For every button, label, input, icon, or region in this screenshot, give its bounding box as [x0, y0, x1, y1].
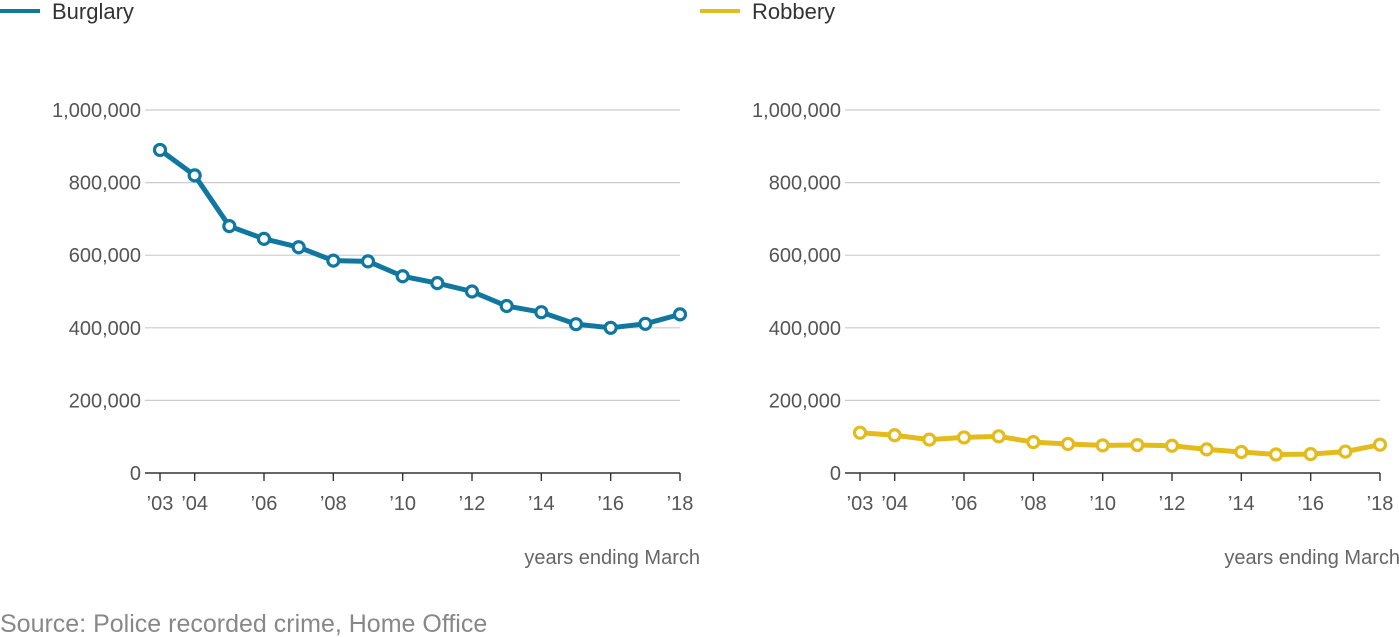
- burglary-point: [568, 317, 584, 332]
- x-tick-label: ’04: [181, 493, 208, 515]
- y-tick-label: 400,000: [69, 318, 141, 340]
- robbery-legend-label: Robbery: [752, 0, 835, 24]
- y-tick-label: 400,000: [769, 318, 841, 340]
- burglary-point: [152, 142, 168, 158]
- robbery-point: [1060, 436, 1076, 452]
- robbery-point: [1338, 444, 1353, 459]
- x-tick-label: ’12: [459, 493, 486, 515]
- burglary-point: [187, 168, 202, 183]
- x-tick-label: ’18: [1367, 493, 1394, 515]
- burglary-series-line: [157, 147, 683, 331]
- robbery-point: [991, 429, 1006, 444]
- robbery-point: [1372, 437, 1388, 452]
- x-tick-label: ’16: [1297, 493, 1324, 515]
- burglary-point: [603, 320, 618, 335]
- robbery-point: [852, 425, 868, 440]
- burglary-point: [499, 298, 514, 314]
- x-axis-label: years ending March: [524, 547, 700, 569]
- robbery-point: [922, 432, 937, 447]
- robbery-point: [1164, 438, 1180, 453]
- x-tick-label: ’04: [881, 493, 908, 515]
- burglary-point: [222, 219, 237, 234]
- robbery-point: [1026, 435, 1041, 450]
- y-tick-label: 800,000: [769, 173, 841, 195]
- y-tick-label: 800,000: [69, 173, 141, 195]
- y-tick-label: 0: [830, 463, 841, 485]
- burglary-point: [672, 307, 688, 322]
- x-tick-label: ’16: [597, 493, 624, 515]
- y-tick-label: 0: [130, 463, 141, 485]
- x-tick-label: ’06: [951, 493, 978, 515]
- burglary-point: [395, 269, 410, 284]
- x-tick-label: ’10: [1089, 493, 1116, 515]
- robbery-point: [1268, 447, 1284, 462]
- burglary-point: [360, 254, 376, 269]
- burglary-point: [430, 276, 445, 291]
- robbery-point: [1234, 444, 1249, 460]
- x-tick-label: ’06: [251, 493, 278, 515]
- x-tick-label: ’08: [320, 493, 347, 515]
- x-tick-label: ’14: [528, 493, 555, 515]
- robbery-point: [1130, 437, 1145, 453]
- x-tick-label: ’10: [389, 493, 416, 515]
- burglary-panel: Burglary 0 200,000 400,000 600,000 800,000 1,0…: [0, 0, 700, 569]
- x-tick-label: ’14: [1228, 493, 1255, 515]
- burglary-legend-label: Burglary: [52, 0, 134, 24]
- burglary-point: [291, 240, 306, 255]
- robbery-point: [956, 430, 972, 445]
- x-tick-label: ’18: [667, 493, 694, 515]
- robbery-point: [1199, 442, 1214, 457]
- y-tick-label: 200,000: [69, 390, 141, 412]
- x-tick-label: ’08: [1020, 493, 1047, 515]
- y-tick-label: 200,000: [769, 390, 841, 412]
- x-tick-label: ’03: [847, 493, 874, 515]
- burglary-point: [638, 316, 653, 331]
- robbery-panel: Robbery 0 200,000 400,000 600,000 800,000 1,00…: [700, 0, 1399, 569]
- robbery-series-line: [857, 430, 1383, 457]
- robbery-point: [1095, 438, 1110, 453]
- robbery-point: [887, 428, 902, 443]
- y-tick-label: 600,000: [69, 245, 141, 267]
- burglary-point: [326, 253, 341, 268]
- y-tick-label: 1,000,000: [52, 100, 141, 122]
- burglary-point: [256, 231, 272, 246]
- x-axis-label: years ending March: [1224, 547, 1399, 569]
- source-note: Source: Police recorded crime, Home Offi…: [0, 610, 487, 637]
- x-tick-label: ’03: [147, 493, 174, 515]
- burglary-point: [534, 305, 549, 320]
- y-tick-label: 600,000: [769, 245, 841, 267]
- y-tick-label: 1,000,000: [752, 100, 841, 122]
- robbery-point: [1303, 447, 1318, 462]
- x-tick-label: ’12: [1159, 493, 1186, 515]
- burglary-point: [464, 284, 480, 299]
